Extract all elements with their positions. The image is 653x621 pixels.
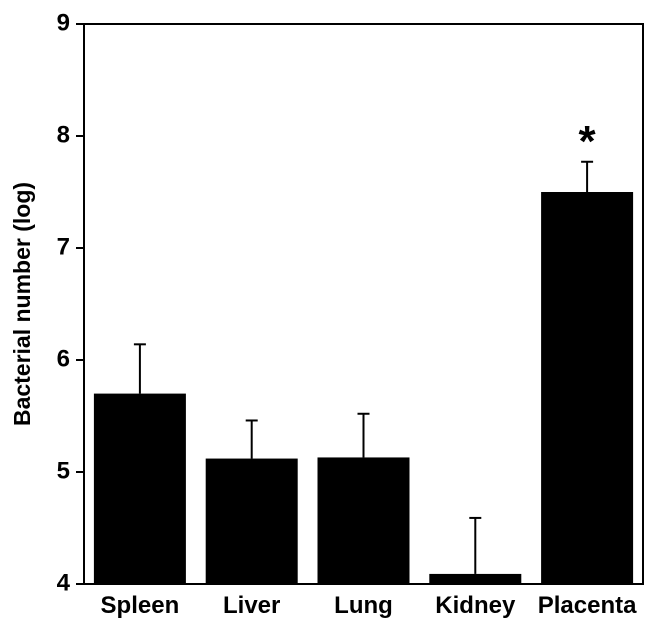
x-category-label: Lung — [334, 592, 393, 619]
bar — [93, 393, 186, 584]
plot-frame — [83, 23, 644, 585]
bar — [541, 192, 634, 584]
y-tick-label: 6 — [57, 345, 70, 372]
x-category-label: Spleen — [101, 592, 180, 619]
bar — [317, 457, 410, 584]
y-tick-label: 9 — [57, 9, 70, 36]
x-category-label: Placenta — [538, 592, 637, 619]
significance-marker: * — [579, 117, 597, 166]
x-category-label: Liver — [223, 592, 280, 619]
y-tick-label: 8 — [57, 121, 70, 148]
y-tick-label: 4 — [57, 569, 71, 596]
x-category-label: Kidney — [435, 592, 516, 619]
axis-group — [76, 23, 644, 585]
y-tick-label: 5 — [57, 457, 70, 484]
y-axis-title: Bacterial number (log) — [9, 182, 35, 426]
bar — [205, 458, 298, 584]
plot-area — [93, 160, 634, 584]
bar — [429, 573, 522, 584]
label-group: Bacterial number (log) 4 5 6 7 8 9 Spleen Liver… — [9, 9, 637, 619]
y-tick-label: 7 — [57, 233, 70, 260]
